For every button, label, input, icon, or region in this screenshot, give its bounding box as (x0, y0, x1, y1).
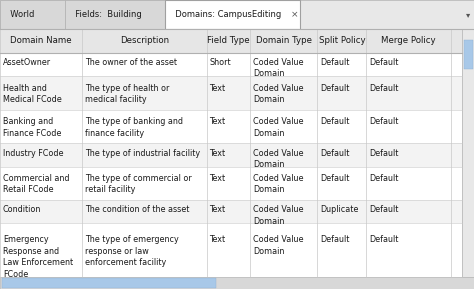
Text: Default: Default (369, 58, 399, 67)
Text: Text: Text (210, 149, 226, 158)
Text: Text: Text (210, 174, 226, 183)
Text: Coded Value
Domain: Coded Value Domain (253, 174, 304, 194)
Text: Coded Value
Domain: Coded Value Domain (253, 58, 304, 78)
Bar (0, 29, 462, 277)
Bar (65, 0, 165, 29)
Text: Default: Default (320, 117, 350, 126)
Text: Industry FCode: Industry FCode (3, 149, 64, 158)
Text: Default: Default (320, 58, 350, 67)
Text: Short: Short (210, 58, 231, 67)
Text: Text: Text (210, 84, 226, 92)
Text: World: World (5, 10, 34, 19)
Text: Text: Text (210, 235, 226, 244)
Text: Condition: Condition (3, 205, 41, 214)
Text: Merge Policy: Merge Policy (381, 36, 436, 45)
Text: Emergency
Response and
Law Enforcement
FCode: Emergency Response and Law Enforcement F… (3, 235, 73, 279)
Bar (0, 53, 462, 76)
Text: Text: Text (210, 205, 226, 214)
Bar (0, 110, 462, 143)
Bar (0, 200, 462, 223)
Text: Description: Description (120, 36, 169, 45)
Text: Duplicate: Duplicate (320, 205, 359, 214)
Text: Domain Type: Domain Type (256, 36, 312, 45)
Text: ▾: ▾ (466, 10, 471, 19)
Text: The type of banking and
finance facility: The type of banking and finance facility (85, 117, 183, 138)
Text: Default: Default (369, 235, 399, 244)
Text: Coded Value
Domain: Coded Value Domain (253, 235, 304, 256)
Bar (0, 167, 462, 200)
Text: Default: Default (320, 149, 350, 158)
Text: The type of industrial facility: The type of industrial facility (85, 149, 200, 158)
Text: Commercial and
Retail FCode: Commercial and Retail FCode (3, 174, 69, 194)
Text: The owner of the asset: The owner of the asset (85, 58, 177, 67)
Text: Text: Text (210, 117, 226, 126)
Bar (0, 76, 462, 110)
Text: The type of health or
medical facility: The type of health or medical facility (85, 84, 170, 104)
Text: ×: × (291, 10, 298, 19)
Text: Domains: CampusEditing: Domains: CampusEditing (170, 10, 281, 19)
Text: Split Policy: Split Policy (319, 36, 365, 45)
Bar (0, 223, 462, 277)
Bar (0, 0, 65, 29)
Bar (165, 0, 300, 29)
Text: The type of commercial or
retail facility: The type of commercial or retail facilit… (85, 174, 192, 194)
Text: AssetOwner: AssetOwner (3, 58, 51, 67)
Text: The type of emergency
response or law
enforcement facility: The type of emergency response or law en… (85, 235, 179, 267)
Text: Health and
Medical FCode: Health and Medical FCode (3, 84, 62, 104)
Text: Default: Default (369, 205, 399, 214)
Text: Default: Default (369, 149, 399, 158)
Bar (0, 277, 474, 289)
Bar (2, 278, 216, 288)
Text: Default: Default (320, 84, 350, 92)
Text: Coded Value
Domain: Coded Value Domain (253, 117, 304, 138)
Bar (0, 143, 462, 167)
Bar (0, 0, 474, 29)
Text: Coded Value
Domain: Coded Value Domain (253, 149, 304, 169)
Bar (0, 29, 462, 53)
Text: Coded Value
Domain: Coded Value Domain (253, 205, 304, 226)
Bar (462, 29, 474, 277)
Bar (464, 40, 473, 69)
Text: Default: Default (369, 84, 399, 92)
Text: Domain Name: Domain Name (10, 36, 72, 45)
Text: Default: Default (369, 174, 399, 183)
Text: Banking and
Finance FCode: Banking and Finance FCode (3, 117, 61, 138)
Text: Fields:  Building: Fields: Building (70, 10, 142, 19)
Text: Default: Default (320, 174, 350, 183)
Text: Default: Default (320, 235, 350, 244)
Text: The condition of the asset: The condition of the asset (85, 205, 190, 214)
Text: Field Type: Field Type (207, 36, 250, 45)
Text: Default: Default (369, 117, 399, 126)
Text: Coded Value
Domain: Coded Value Domain (253, 84, 304, 104)
